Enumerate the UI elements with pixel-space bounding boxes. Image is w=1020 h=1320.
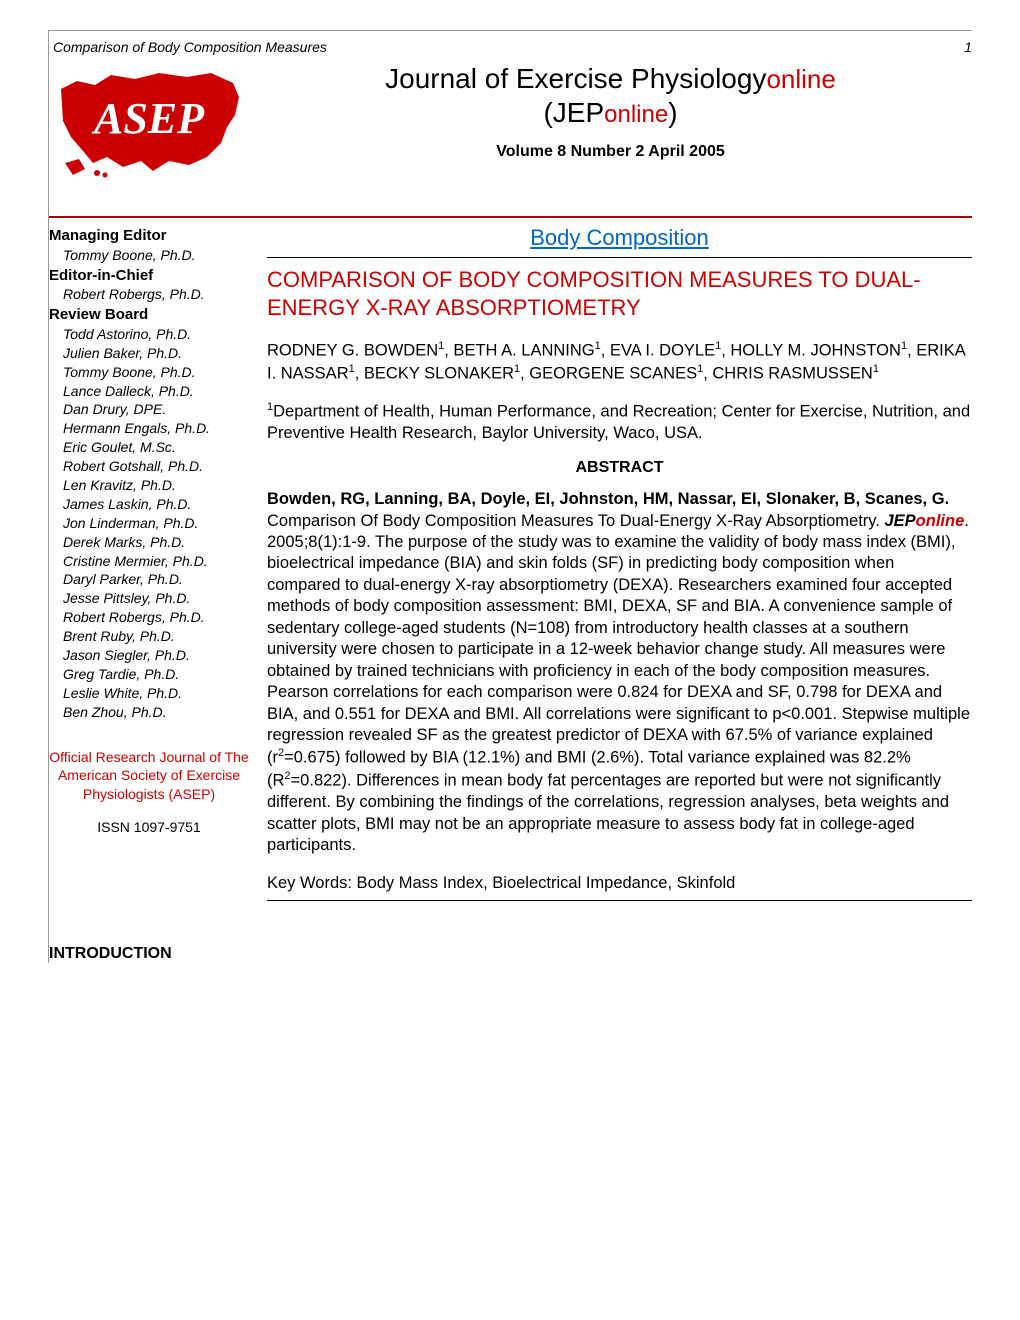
reviewer-name: Tommy Boone, Ph.D. xyxy=(49,363,249,382)
main-content: Body Composition COMPARISON OF BODY COMP… xyxy=(267,224,972,909)
journal-title-online: online xyxy=(766,64,835,94)
editor-in-chief-name: Robert Robergs, Ph.D. xyxy=(49,285,249,303)
journal-abbrev-a: (JEP xyxy=(543,97,604,128)
journal-abbrev-online: online xyxy=(604,101,668,128)
reviewer-name: Greg Tardie, Ph.D. xyxy=(49,665,249,684)
reviewer-name: Derek Marks, Ph.D. xyxy=(49,533,249,552)
reviewer-name: Leslie White, Ph.D. xyxy=(49,684,249,703)
introduction-heading: INTRODUCTION xyxy=(49,945,972,963)
abstract-citation-bold: Bowden, RG, Lanning, BA, Doyle, EI, John… xyxy=(267,490,949,508)
reviewer-name: Ben Zhou, Ph.D. xyxy=(49,703,249,722)
journal-title: Journal of Exercise Physiologyonline xyxy=(249,63,972,95)
thin-rule-2 xyxy=(267,900,972,901)
running-header-page: 1 xyxy=(964,39,972,55)
reviewer-name: Julien Baker, Ph.D. xyxy=(49,344,249,363)
journal-abbrev: (JEPonline) xyxy=(249,97,972,129)
affiliation: 1Department of Health, Human Performance… xyxy=(267,400,972,444)
abstract-body-1: The purpose of the study was to examine … xyxy=(267,533,970,767)
abstract-body-3: =0.822). Differences in mean body fat pe… xyxy=(267,772,949,854)
asep-logo: ASEP xyxy=(49,61,249,186)
section-link[interactable]: Body Composition xyxy=(267,224,972,253)
keywords: Key Words: Body Mass Index, Bioelectrica… xyxy=(267,873,972,894)
journal-abbrev-c: ) xyxy=(668,97,677,128)
reviewer-name: Lance Dalleck, Ph.D. xyxy=(49,382,249,401)
official-journal-text: Official Research Journal of The America… xyxy=(49,748,249,805)
editor-in-chief-label: Editor-in-Chief xyxy=(49,266,249,286)
running-header-title: Comparison of Body Composition Measures xyxy=(53,39,327,55)
issn-text: ISSN 1097-9751 xyxy=(49,818,249,836)
abstract-title-sentence: Comparison Of Body Composition Measures … xyxy=(267,512,884,530)
reviewer-name: Eric Goulet, M.Sc. xyxy=(49,438,249,457)
managing-editor-label: Managing Editor xyxy=(49,226,249,246)
reviewer-name: Robert Gotshall, Ph.D. xyxy=(49,457,249,476)
abstract-text: Bowden, RG, Lanning, BA, Doyle, EI, John… xyxy=(267,489,972,856)
reviewer-name: Jason Siegler, Ph.D. xyxy=(49,646,249,665)
reviewer-name: Hermann Engals, Ph.D. xyxy=(49,419,249,438)
reviewer-name: Todd Astorino, Ph.D. xyxy=(49,325,249,344)
reviewer-name: Robert Robergs, Ph.D. xyxy=(49,608,249,627)
review-board-label: Review Board xyxy=(49,305,249,325)
running-header: Comparison of Body Composition Measures … xyxy=(49,39,972,55)
article-title: COMPARISON OF BODY COMPOSITION MEASURES … xyxy=(267,266,972,323)
managing-editor-name: Tommy Boone, Ph.D. xyxy=(49,246,249,264)
authors: RODNEY G. BOWDEN1, BETH A. LANNING1, EVA… xyxy=(267,339,972,386)
volume-line: Volume 8 Number 2 April 2005 xyxy=(249,143,972,161)
red-rule xyxy=(49,216,972,218)
sidebar: Managing Editor Tommy Boone, Ph.D. Edito… xyxy=(49,224,249,909)
logo-text: ASEP xyxy=(91,94,205,143)
abstract-heading: ABSTRACT xyxy=(267,458,972,479)
reviewer-name: Jesse Pittsley, Ph.D. xyxy=(49,589,249,608)
thin-rule xyxy=(267,257,972,258)
reviewer-name: Cristine Mermier, Ph.D. xyxy=(49,552,249,571)
reviewer-name: Jon Linderman, Ph.D. xyxy=(49,514,249,533)
reviewer-name: Daryl Parker, Ph.D. xyxy=(49,570,249,589)
reviewer-name: Len Kravitz, Ph.D. xyxy=(49,476,249,495)
reviewer-name: James Laskin, Ph.D. xyxy=(49,495,249,514)
reviewer-name: Dan Drury, DPE. xyxy=(49,400,249,419)
abstract-jep: JEP xyxy=(884,512,915,530)
journal-title-main: Journal of Exercise Physiology xyxy=(385,63,766,94)
abstract-jep-online: online xyxy=(916,512,965,530)
reviewer-name: Brent Ruby, Ph.D. xyxy=(49,627,249,646)
